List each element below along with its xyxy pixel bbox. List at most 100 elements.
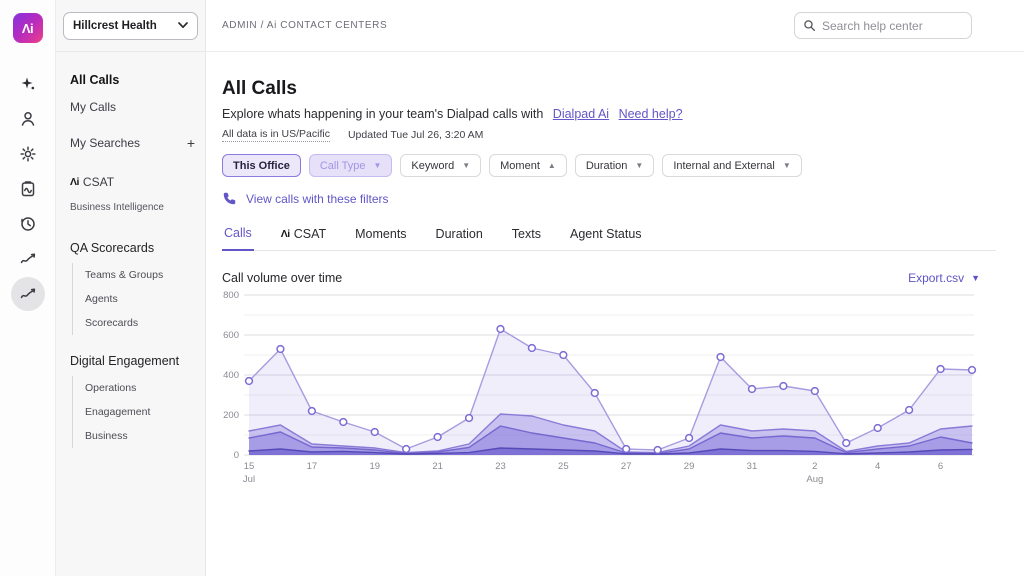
add-search-button[interactable]: + <box>186 134 195 151</box>
svg-text:0: 0 <box>234 450 239 461</box>
filter-chip-label: Keyword <box>411 159 455 172</box>
gear-icon[interactable] <box>11 137 45 171</box>
view-calls-link[interactable]: View calls with these filters <box>222 191 1024 206</box>
sidebar-item-digital-engagement[interactable]: Digital Engagement <box>70 347 195 374</box>
filter-chip-duration[interactable]: Duration ▼ <box>574 154 655 177</box>
sidebar-item-business-intelligence[interactable]: Business Intelligence <box>70 195 195 219</box>
person-icon[interactable] <box>11 102 45 136</box>
caret-down-icon: ▼ <box>782 161 791 170</box>
chart-header: Call volume over time Export.csv ▼ <box>222 271 980 285</box>
filter-chip-call-type[interactable]: Call Type ▼ <box>308 154 393 177</box>
main-content: ADMIN / Ai CONTACT CENTERS All Calls Exp… <box>206 0 1024 576</box>
tab-csat[interactable]: Λi CSAT <box>279 226 328 250</box>
sidebar-item-my-calls[interactable]: My Calls <box>70 93 195 120</box>
sidebar-item-label: Enagagement <box>85 406 151 418</box>
call-volume-chart[interactable]: 0 200 400 600 800 15 17 19 21 23 25 27 29 31 2 4 6 Jul Aug <box>222 289 1024 494</box>
export-csv-button[interactable]: Export.csv ▼ <box>908 271 980 285</box>
filter-chip-row: This Office Call Type ▼ Keyword ▼ Moment ▲ Dura… <box>222 154 1024 177</box>
sidebar-item-label: Teams & Groups <box>85 269 164 281</box>
page-subtitle: Explore whats happening in your team's D… <box>222 107 1024 121</box>
caret-down-icon: ▼ <box>373 161 382 170</box>
filter-chip-keyword[interactable]: Keyword ▼ <box>400 154 482 177</box>
tab-label: CSAT <box>293 226 327 241</box>
sidebar-item-operations[interactable]: Operations <box>85 376 195 400</box>
sidebar-item-agents[interactable]: Agents <box>85 287 195 311</box>
caret-up-icon: ▲ <box>547 161 556 170</box>
svg-text:400: 400 <box>223 370 239 381</box>
svg-text:25: 25 <box>558 461 569 472</box>
sidebar-item-label: Operations <box>85 382 137 394</box>
page-title: All Calls <box>222 78 297 99</box>
svg-text:29: 29 <box>684 461 695 472</box>
tab-label: Texts <box>511 226 541 241</box>
subtitle-text: Explore whats happening in your team's D… <box>222 107 544 121</box>
need-help-link[interactable]: Need help? <box>618 107 683 121</box>
sparkles-icon[interactable] <box>11 67 45 101</box>
trend-line-icon[interactable] <box>11 242 45 276</box>
sidebar-item-label: Business <box>85 430 128 442</box>
caret-down-icon: ▼ <box>462 161 471 170</box>
svg-text:Jul: Jul <box>243 474 255 485</box>
filter-chip-this-office[interactable]: This Office <box>222 154 301 177</box>
updated-timestamp: Updated Tue Jul 26, 3:20 AM <box>347 129 484 141</box>
org-selector-dropdown[interactable]: Hillcrest Health <box>63 11 198 40</box>
sidebar-item-all-calls[interactable]: All Calls <box>70 66 195 93</box>
svg-text:4: 4 <box>875 461 880 472</box>
breadcrumb: ADMIN / Ai CONTACT CENTERS <box>222 20 388 31</box>
sidebar-item-my-searches[interactable]: My Searches + <box>70 129 195 156</box>
sidebar-item-enagagement[interactable]: Enagagement <box>85 400 195 424</box>
tab-texts[interactable]: Texts <box>510 226 543 250</box>
sidebar-item-csat[interactable]: Λi CSAT <box>70 168 195 195</box>
tab-agent-status[interactable]: Agent Status <box>568 226 644 250</box>
sidebar-item-label: My Calls <box>70 99 117 114</box>
tab-label: Calls <box>224 226 252 240</box>
phone-icon <box>223 192 236 205</box>
svg-text:15: 15 <box>244 461 255 472</box>
tab-label: Moments <box>355 226 407 241</box>
filter-chip-label: This Office <box>233 159 290 172</box>
main-header: ADMIN / Ai CONTACT CENTERS <box>206 0 1024 52</box>
org-selector-label: Hillcrest Health <box>73 19 157 32</box>
svg-text:800: 800 <box>223 290 239 301</box>
filter-chip-moment[interactable]: Moment ▲ <box>489 154 567 177</box>
dialpad-ai-logo[interactable]: Λi <box>12 13 43 43</box>
sidebar-nav: All Calls My Calls My Searches + Λi CSAT Busin… <box>56 52 205 448</box>
chart-title: Call volume over time <box>222 271 343 285</box>
help-search-box[interactable] <box>794 12 972 39</box>
timezone-note: All data is in US/Pacific <box>222 128 330 142</box>
svg-text:Aug: Aug <box>806 474 823 485</box>
chart-canvas[interactable]: 0 200 400 600 800 15 17 19 21 23 25 27 29 31 2 4 6 Jul Aug <box>222 289 982 489</box>
sidebar-item-teams-groups[interactable]: Teams & Groups <box>85 263 195 287</box>
svg-text:31: 31 <box>747 461 758 472</box>
clipboard-ai-icon[interactable] <box>11 172 45 206</box>
sidebar: Hillcrest Health All Calls My Calls My Sea… <box>56 0 206 576</box>
tab-calls[interactable]: Calls <box>222 226 254 251</box>
sidebar-item-scorecards[interactable]: Scorecards <box>85 311 195 335</box>
svg-text:600: 600 <box>223 330 239 341</box>
ai-mark-icon: Λi <box>70 175 79 188</box>
svg-text:27: 27 <box>621 461 632 472</box>
sidebar-item-label: Agents <box>85 293 118 305</box>
svg-text:19: 19 <box>369 461 380 472</box>
dialpad-ai-link[interactable]: Dialpad Ai <box>552 107 610 121</box>
svg-text:200: 200 <box>223 410 239 421</box>
sidebar-item-label: My Searches <box>70 135 141 150</box>
filter-chip-internal-and-external[interactable]: Internal and External ▼ <box>662 154 802 177</box>
trend-line-icon-active[interactable] <box>10 277 45 311</box>
sidebar-item-business[interactable]: Business <box>85 424 195 448</box>
tab-duration[interactable]: Duration <box>434 226 485 250</box>
caret-down-icon: ▼ <box>971 273 980 283</box>
sidebar-item-label: All Calls <box>70 72 120 87</box>
sidebar-item-label: Scorecards <box>85 317 139 329</box>
sidebar-item-qa-scorecards[interactable]: QA Scorecards <box>70 234 195 261</box>
sidebar-item-label: Digital Engagement <box>70 353 180 368</box>
org-selector-row: Hillcrest Health <box>56 0 205 52</box>
view-calls-label: View calls with these filters <box>246 191 389 206</box>
history-clock-icon[interactable] <box>11 207 45 241</box>
svg-text:23: 23 <box>495 461 506 472</box>
sidebar-item-label: QA Scorecards <box>70 240 155 255</box>
tab-moments[interactable]: Moments <box>353 226 408 250</box>
filter-chip-label: Call Type <box>319 159 366 172</box>
help-search-input[interactable] <box>822 18 962 33</box>
filter-chip-label: Duration <box>585 159 628 172</box>
